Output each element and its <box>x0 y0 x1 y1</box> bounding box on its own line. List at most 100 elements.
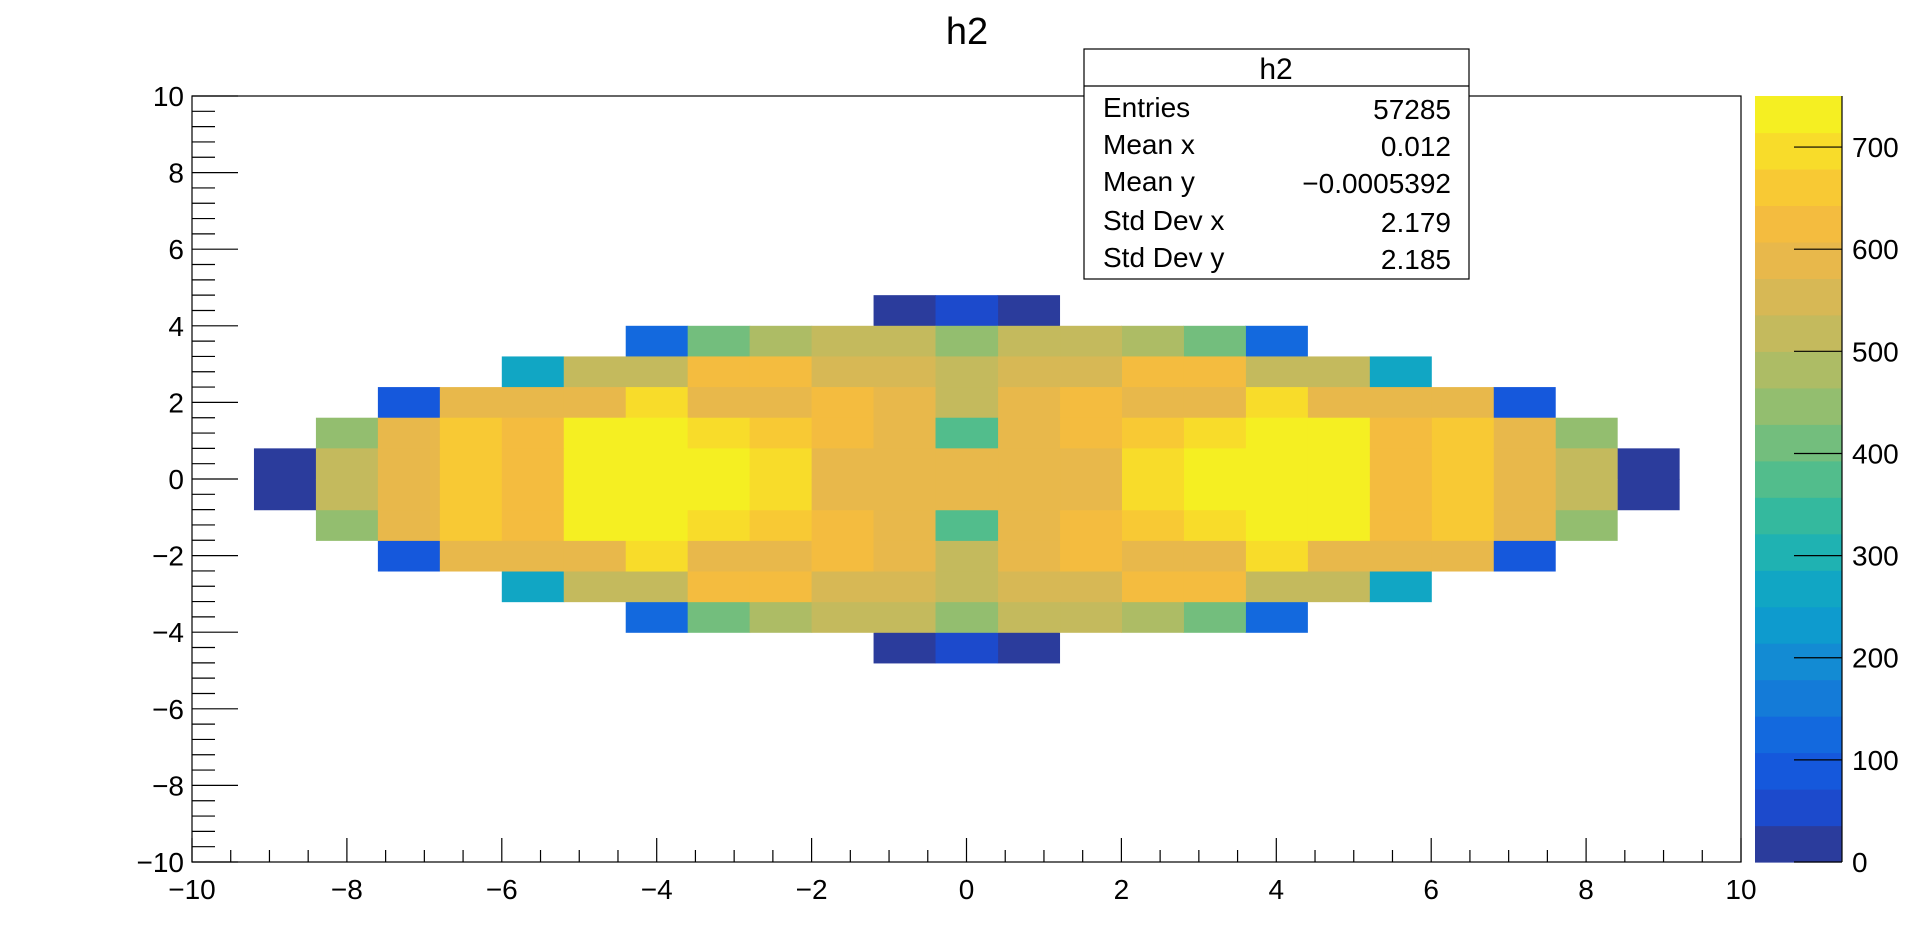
heatmap-cell <box>315 509 379 541</box>
heatmap-cell <box>1183 540 1246 572</box>
color-scale-swatch <box>1755 241 1842 279</box>
heatmap-cell <box>563 448 627 480</box>
y-tick-label: 6 <box>168 234 184 265</box>
heatmap-cell <box>1059 448 1122 480</box>
heatmap-cell <box>1183 570 1246 603</box>
heatmap-cell <box>997 570 1061 603</box>
heatmap-cell <box>811 325 875 358</box>
y-tick-label: −2 <box>152 541 184 572</box>
heatmap-cell <box>1183 448 1246 480</box>
heatmap-cell <box>1121 540 1184 572</box>
heatmap-cell <box>625 509 689 541</box>
heatmap-cell <box>873 448 937 480</box>
heatmap-cell <box>253 448 317 480</box>
heatmap-cell <box>935 356 999 388</box>
color-scale-tick-label: 100 <box>1852 745 1899 776</box>
heatmap-cell <box>1059 387 1122 419</box>
color-scale-swatch <box>1755 789 1842 827</box>
heatmap-cell <box>873 601 937 633</box>
heatmap-cell <box>749 325 813 358</box>
heatmap-cell <box>1059 509 1122 541</box>
stats-row-label: Std Dev y <box>1103 242 1224 273</box>
heatmap-cell <box>1555 448 1618 480</box>
heatmap-cell <box>811 540 875 572</box>
heatmap-cell <box>1245 509 1308 541</box>
heatmap-cell <box>563 417 627 449</box>
heatmap-cell <box>625 356 689 388</box>
heatmap-cell <box>997 540 1061 572</box>
y-tick-label: 4 <box>168 311 184 342</box>
heatmap-cell <box>935 540 999 572</box>
heatmap-cell <box>935 601 999 633</box>
heatmap-cell <box>811 448 875 480</box>
heatmap-cell <box>439 540 503 572</box>
heatmap-cell <box>1121 387 1184 419</box>
heatmap-cell <box>1245 356 1308 388</box>
heatmap-cell <box>1307 479 1370 511</box>
heatmap-cell <box>687 601 751 633</box>
heatmap-cell <box>1307 540 1370 572</box>
heatmap-cell <box>563 540 627 572</box>
color-scale-swatch <box>1755 533 1842 571</box>
stats-box-rows: Entries 57285 Mean x 0.012 Mean y −0.0005392 S… <box>1103 92 1451 275</box>
heatmap-cell <box>315 417 379 449</box>
color-scale-swatch <box>1755 460 1842 498</box>
heatmap-cell <box>1059 570 1122 603</box>
color-scale-swatch <box>1755 314 1842 352</box>
heatmap-cell <box>1245 387 1308 419</box>
color-scale-tick-label: 300 <box>1852 541 1899 572</box>
heatmap-cell <box>749 417 813 449</box>
heatmap-cell <box>1121 325 1184 358</box>
color-scale-swatch <box>1755 679 1842 717</box>
heatmap-cell <box>1493 540 1556 572</box>
heatmap-cell <box>501 387 565 419</box>
heatmap-cell <box>1555 417 1618 449</box>
color-scale-swatch <box>1755 387 1842 425</box>
heatmap-cell <box>935 509 999 541</box>
heatmap-cell <box>1245 417 1308 449</box>
color-scale <box>1755 96 1842 863</box>
heatmap-cells <box>253 295 1680 664</box>
heatmap-cell <box>1121 417 1184 449</box>
heatmap-cell <box>997 417 1061 449</box>
heatmap-cell <box>1059 540 1122 572</box>
heatmap-cell <box>501 570 565 603</box>
heatmap-cell <box>625 479 689 511</box>
color-scale-tick-label: 500 <box>1852 336 1899 367</box>
heatmap-cell <box>873 509 937 541</box>
stats-box: h2 Entries 57285 Mean x 0.012 Mean y −0.00053… <box>1083 48 1470 280</box>
heatmap-cell <box>873 356 937 388</box>
stats-row-label: Mean x <box>1103 129 1195 160</box>
heatmap-cell <box>687 509 751 541</box>
y-tick-label: −10 <box>137 847 185 878</box>
color-scale-swatch <box>1755 606 1842 644</box>
heatmap-cell <box>315 448 379 480</box>
color-scale-swatch <box>1755 168 1842 207</box>
heatmap-cell <box>749 479 813 511</box>
heatmap-cell <box>625 601 689 633</box>
heatmap-cell <box>873 325 937 358</box>
x-tick-label: 10 <box>1725 874 1756 905</box>
heatmap-cell <box>935 570 999 603</box>
heatmap-cell <box>1121 479 1184 511</box>
heatmap-cell <box>997 448 1061 480</box>
color-scale-tick-label: 200 <box>1852 643 1899 674</box>
color-scale-swatch <box>1755 205 1842 243</box>
heatmap-cell <box>873 570 937 603</box>
stats-row-label: Entries <box>1103 92 1190 123</box>
heatmap-cell <box>1307 417 1370 449</box>
heatmap-cell <box>1617 448 1680 480</box>
heatmap-cell <box>1183 601 1246 633</box>
heatmap-cell <box>253 479 317 511</box>
heatmap-cell <box>563 387 627 419</box>
heatmap-cell <box>377 509 441 541</box>
heatmap-cell <box>1121 356 1184 388</box>
x-tick-label: −2 <box>796 874 828 905</box>
heatmap-cell <box>501 509 565 541</box>
chart-title: h2 <box>946 11 988 53</box>
color-scale-swatch <box>1755 716 1842 754</box>
heatmap-cell <box>377 448 441 480</box>
heatmap-cell <box>1059 479 1122 511</box>
heatmap-cell <box>687 356 751 388</box>
y-tick-label: −4 <box>152 617 184 648</box>
